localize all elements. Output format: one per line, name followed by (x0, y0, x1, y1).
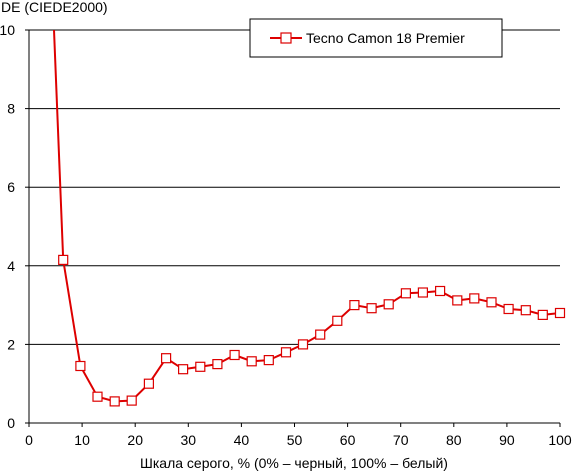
data-point (212, 359, 223, 370)
data-point (75, 360, 86, 372)
data-point (469, 293, 480, 304)
y-tick-label: 4 (7, 258, 15, 274)
data-point (452, 295, 463, 306)
data-point (246, 356, 257, 367)
data-point (417, 287, 428, 298)
y-tick-label: 0 (7, 415, 15, 431)
data-point (537, 309, 548, 320)
data-point (349, 300, 360, 311)
data-point (143, 378, 154, 389)
data-point (297, 339, 309, 350)
data-point (229, 349, 240, 361)
data-point (400, 288, 411, 299)
series-layer (53, 29, 566, 407)
legend-series-label: Tecno Camon 18 Premier (306, 30, 465, 46)
data-point (315, 329, 326, 340)
data-point (435, 285, 446, 297)
x-tick-label: 100 (548, 432, 572, 448)
data-point (109, 396, 120, 407)
x-tick-label: 40 (234, 432, 250, 448)
data-point (195, 361, 206, 372)
y-tick-label: 10 (0, 22, 15, 38)
data-point (366, 303, 377, 314)
data-point (126, 395, 137, 406)
x-tick-label: 0 (25, 432, 33, 448)
y-tick-label: 8 (7, 101, 15, 117)
data-point (503, 303, 514, 315)
x-tick-label: 60 (340, 432, 356, 448)
x-tick-label: 50 (287, 432, 303, 448)
plot-area (29, 30, 560, 423)
x-axis-label: Шкала серого, % (0% – черный, 100% – бел… (140, 455, 448, 471)
y-tick-label: 6 (7, 179, 15, 195)
data-point (178, 364, 189, 375)
data-point (263, 355, 274, 366)
data-point (332, 315, 343, 326)
data-point (520, 305, 531, 316)
y-axis-label: DE (CIEDE2000) (1, 0, 108, 15)
legend-marker-swatch (280, 32, 292, 44)
x-tick-label: 70 (393, 432, 409, 448)
data-point (92, 391, 103, 402)
x-tick-label: 10 (74, 432, 90, 448)
x-tick-label: 30 (181, 432, 197, 448)
x-tick-label: 80 (446, 432, 462, 448)
x-tick-label: 90 (499, 432, 515, 448)
y-tick-label: 2 (7, 336, 15, 352)
x-tick-label: 20 (127, 432, 143, 448)
data-point (554, 307, 566, 319)
data-point (280, 347, 292, 358)
data-point (161, 353, 172, 364)
legend: Tecno Camon 18 Premier (249, 18, 503, 58)
data-point (58, 254, 69, 265)
data-point (383, 299, 394, 310)
data-point (486, 297, 497, 308)
